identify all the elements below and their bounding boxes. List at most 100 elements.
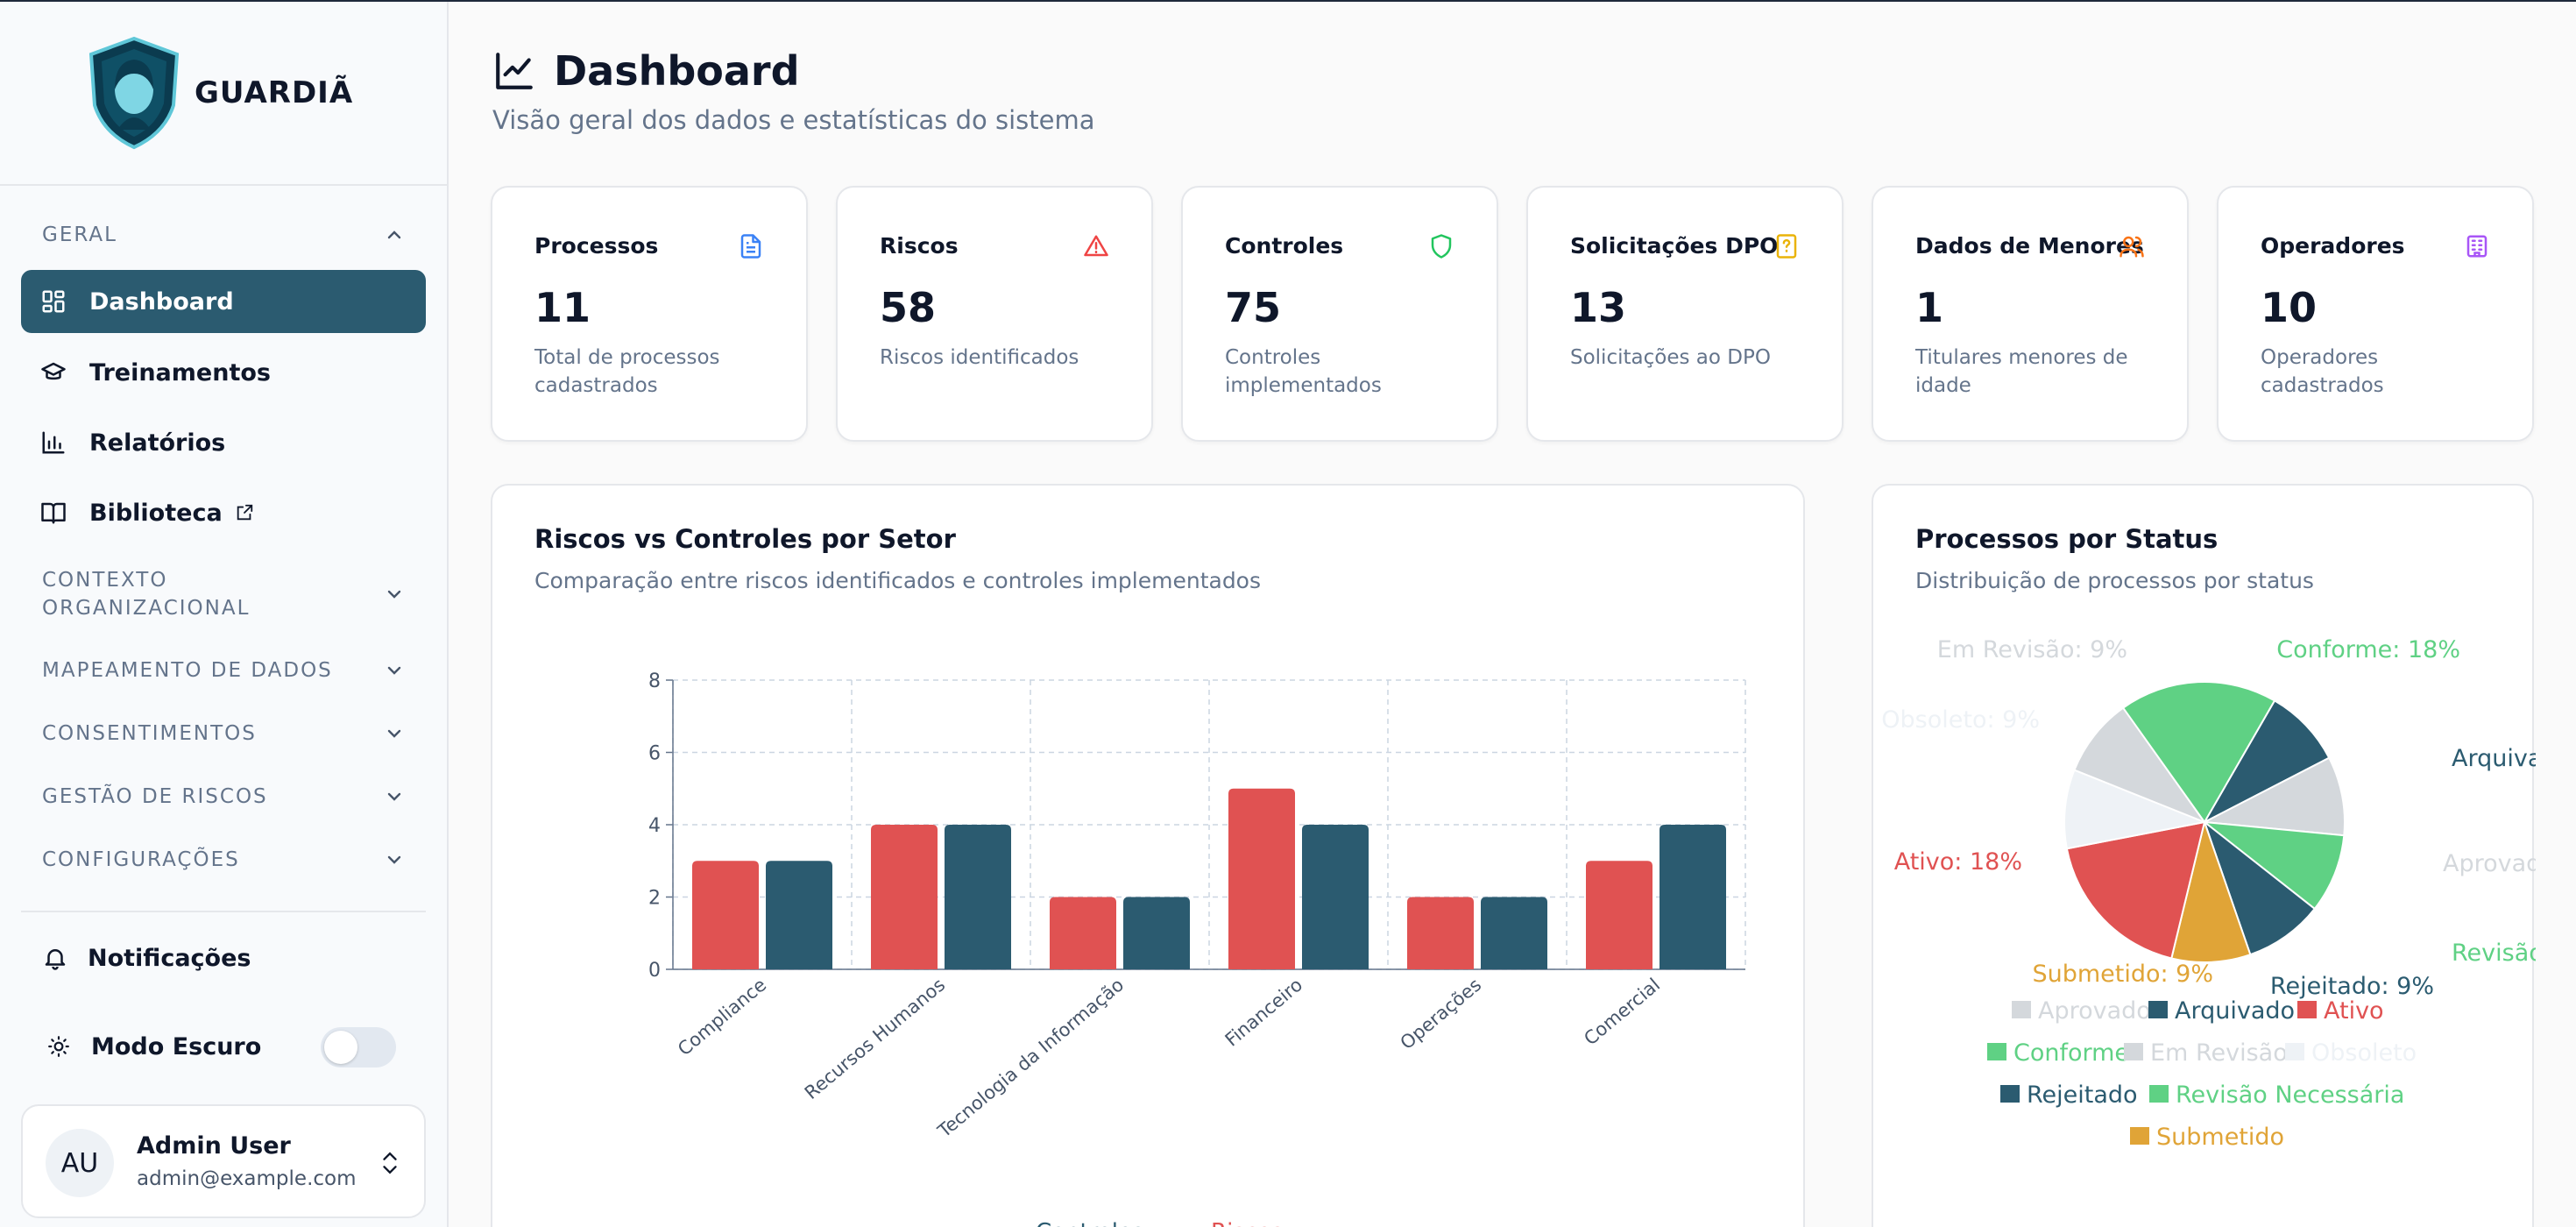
bar-chart-title: Riscos vs Controles por Setor bbox=[534, 524, 956, 554]
user-name: Admin User bbox=[137, 1132, 291, 1160]
legend-item: Arquivado bbox=[2175, 997, 2295, 1025]
dark-mode-label: Modo Escuro bbox=[91, 1032, 262, 1060]
group-contexto-toggle[interactable]: CONTEXTO ORGANIZACIONAL bbox=[42, 566, 405, 622]
stat-value: 75 bbox=[1225, 284, 1282, 331]
bar-riscos bbox=[1586, 861, 1652, 969]
sidebar-item-dashboard[interactable]: Dashboard bbox=[21, 270, 426, 333]
slice-label: Submetido: 9% bbox=[2032, 961, 2213, 988]
stat-title: Dados de Menores bbox=[1915, 233, 2144, 259]
stat-card-dpo[interactable]: Solicitações DPO 13 Solicitações ao DPO bbox=[1526, 186, 1844, 442]
legend-item: Em Revisão bbox=[2150, 1039, 2288, 1067]
sidebar-item-label: Relatórios bbox=[89, 429, 226, 457]
shield-icon bbox=[1431, 234, 1452, 259]
bar-chart-card: Riscos vs Controles por Setor Comparação… bbox=[491, 484, 1805, 1227]
stat-title: Controles bbox=[1225, 233, 1344, 259]
legend-swatch bbox=[2000, 1085, 2020, 1103]
y-tick-label: 4 bbox=[648, 815, 661, 837]
pie-slice bbox=[2121, 681, 2276, 824]
bell-icon bbox=[45, 949, 66, 970]
slice-label: Revisão Neces bbox=[2452, 940, 2536, 967]
bar-controles bbox=[1123, 897, 1190, 969]
x-tick-label: Recursos Humanos bbox=[801, 974, 949, 1103]
users-icon bbox=[2120, 236, 2144, 258]
pie-slice bbox=[2073, 706, 2207, 825]
y-tick-label: 6 bbox=[648, 743, 661, 765]
bar-riscos bbox=[871, 825, 938, 969]
book-icon bbox=[41, 502, 66, 524]
chevron-down-icon bbox=[387, 590, 401, 599]
x-tick-label: Tecnologia da Informação bbox=[933, 974, 1128, 1142]
graduation-cap-icon bbox=[41, 362, 66, 380]
group-configuracoes-toggle[interactable]: CONFIGURAÇÕES bbox=[42, 846, 405, 874]
group-consentimentos-toggle[interactable]: CONSENTIMENTOS bbox=[42, 720, 405, 748]
pie-chart-subtitle: Distribuição de processos por status bbox=[1915, 568, 2314, 593]
stat-value: 13 bbox=[1570, 284, 1627, 331]
bar-controles bbox=[766, 861, 832, 969]
stat-value: 1 bbox=[1915, 284, 1944, 331]
shield-logo-icon bbox=[88, 36, 180, 150]
question-file-icon bbox=[1776, 234, 1797, 259]
stat-card-operadores[interactable]: Operadores 10 Operadores cadastrados bbox=[2217, 186, 2534, 442]
legend-swatch bbox=[2148, 1001, 2168, 1018]
stat-description: Titulares menores de idade bbox=[1915, 346, 2128, 397]
notifications-label: Notificações bbox=[88, 944, 251, 972]
page-title: Dashboard bbox=[554, 47, 800, 95]
external-link-icon bbox=[237, 504, 252, 521]
user-email: admin@example.com bbox=[137, 1167, 357, 1190]
legend-swatch bbox=[2012, 1001, 2031, 1018]
bar-controles bbox=[945, 825, 1011, 969]
page-subtitle: Visão geral dos dados e estatísticas do … bbox=[492, 105, 1095, 135]
legend-swatch bbox=[2297, 1001, 2317, 1018]
notifications-button[interactable]: Notificações bbox=[21, 926, 426, 989]
group-riscos-toggle[interactable]: GESTÃO DE RISCOS bbox=[42, 783, 405, 811]
group-riscos-label: GESTÃO DE RISCOS bbox=[42, 785, 268, 808]
stat-title: Operadores bbox=[2261, 233, 2405, 259]
bar-controles bbox=[1481, 897, 1547, 969]
chevron-down-icon bbox=[387, 855, 401, 864]
sidebar: GUARDIÃ GERAL Dashboard Treinamentos Rel… bbox=[0, 2, 449, 1227]
dark-mode-toggle[interactable] bbox=[321, 1027, 396, 1067]
group-consentimentos-label: CONSENTIMENTOS bbox=[42, 722, 257, 745]
sidebar-item-biblioteca[interactable]: Biblioteca bbox=[21, 481, 426, 544]
legend-item: Revisão Necessária bbox=[2176, 1082, 2404, 1109]
stat-card-riscos[interactable]: Riscos 58 Riscos identificados bbox=[836, 186, 1153, 442]
chevron-up-down-icon bbox=[383, 1152, 397, 1174]
sidebar-item-treinamentos[interactable]: Treinamentos bbox=[21, 341, 426, 404]
sidebar-item-relatorios[interactable]: Relatórios bbox=[21, 411, 426, 474]
brand-logo[interactable]: GUARDIÃ bbox=[86, 35, 353, 151]
pie-slice bbox=[2202, 699, 2331, 825]
slice-label: Arquivado bbox=[2452, 745, 2536, 772]
legend-swatch bbox=[2285, 1043, 2304, 1060]
bar-controles bbox=[1660, 825, 1726, 969]
sidebar-item-label: Treinamentos bbox=[89, 358, 271, 387]
y-tick-label: 2 bbox=[648, 888, 661, 910]
legend-item: Riscos bbox=[1211, 1219, 1284, 1227]
user-menu[interactable]: AU Admin User admin@example.com bbox=[21, 1104, 426, 1218]
bar-riscos bbox=[1228, 788, 1295, 969]
bar-riscos bbox=[692, 861, 759, 969]
stat-card-controles[interactable]: Controles 75 Controles implementados bbox=[1181, 186, 1498, 442]
stat-description: Riscos identificados bbox=[880, 346, 1079, 369]
pie-slice bbox=[2201, 820, 2346, 911]
pie-slice bbox=[2063, 769, 2208, 850]
chevron-down-icon bbox=[387, 792, 401, 801]
group-mapeamento-toggle[interactable]: MAPEAMENTO DE DADOS bbox=[42, 656, 405, 684]
group-geral-label: GERAL bbox=[42, 223, 117, 246]
stat-card-processos[interactable]: Processos 11 Total de processos cadastra… bbox=[491, 186, 808, 442]
warning-icon bbox=[1084, 235, 1108, 257]
bar-riscos bbox=[1407, 897, 1474, 969]
group-geral-toggle[interactable]: GERAL bbox=[42, 221, 405, 249]
bar-chart-subtitle: Comparação entre riscos identificados e … bbox=[534, 568, 1262, 593]
legend-swatch bbox=[2149, 1085, 2169, 1103]
slice-label: Obsoleto: 9% bbox=[1881, 706, 2040, 734]
toggle-knob bbox=[324, 1031, 357, 1064]
x-tick-label: Operações bbox=[1397, 974, 1486, 1053]
legend-swatch bbox=[1987, 1043, 2006, 1060]
group-contexto-label: CONTEXTO ORGANIZACIONAL bbox=[42, 569, 251, 620]
x-tick-label: Financeiro bbox=[1221, 974, 1307, 1050]
stat-card-menores[interactable]: Dados de Menores 1 Titulares menores de … bbox=[1872, 186, 2189, 442]
pie-slice bbox=[2202, 819, 2317, 956]
slice-label: Aprovado bbox=[2443, 850, 2536, 877]
stat-description: Solicitações ao DPO bbox=[1570, 346, 1771, 369]
